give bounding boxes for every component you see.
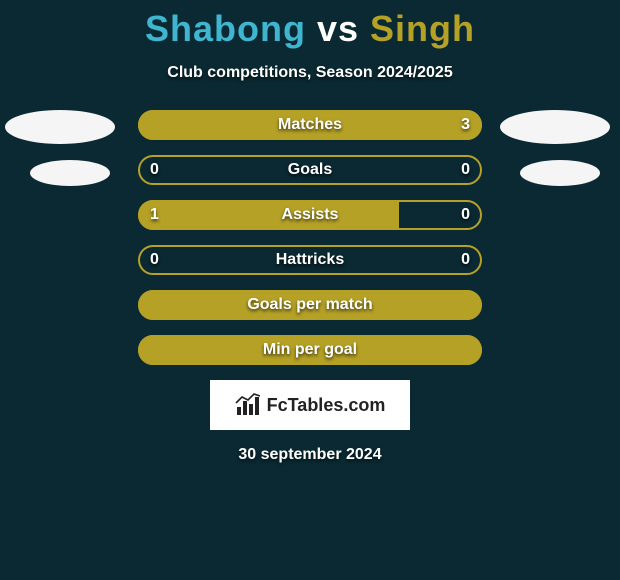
player-placeholder-ellipse — [5, 110, 115, 144]
stat-row: Assists1 0 — [138, 200, 482, 230]
stat-label: Min per goal — [138, 335, 482, 365]
vs-text: vs — [317, 8, 359, 49]
stat-label: Hattricks — [138, 245, 482, 275]
stat-label: Assists — [138, 200, 482, 230]
stat-row: Min per goal — [138, 335, 482, 365]
stat-label: Matches — [138, 110, 482, 140]
player-placeholder-ellipse — [30, 160, 110, 186]
stat-value-left: 1 — [150, 200, 159, 230]
stat-label: Goals — [138, 155, 482, 185]
player2-name: Singh — [370, 8, 475, 49]
subtitle: Club competitions, Season 2024/2025 — [0, 64, 620, 82]
stat-value-left: 0 — [150, 245, 159, 275]
chart-area: Matches3Goals00Assists10Hattricks00Goals… — [0, 110, 620, 365]
stat-label: Goals per match — [138, 290, 482, 320]
date-text: 30 september 2024 — [0, 446, 620, 464]
logo-box: FcTables.com — [210, 380, 410, 430]
player-placeholder-ellipse — [520, 160, 600, 186]
stat-row: Goals per match — [138, 290, 482, 320]
stat-value-right: 3 — [461, 110, 470, 140]
stat-value-right: 0 — [461, 200, 470, 230]
comparison-title: Shabong vs Singh — [0, 0, 620, 50]
stat-value-right: 0 — [461, 155, 470, 185]
stat-value-right: 0 — [461, 245, 470, 275]
logo-chart-icon — [235, 393, 261, 417]
stat-row: Hattricks0 0 — [138, 245, 482, 275]
player1-name: Shabong — [145, 8, 306, 49]
player-placeholder-ellipse — [500, 110, 610, 144]
stat-row: Matches3 — [138, 110, 482, 140]
logo-text: FcTables.com — [267, 395, 386, 416]
stat-row: Goals0 0 — [138, 155, 482, 185]
stat-value-left: 0 — [150, 155, 159, 185]
